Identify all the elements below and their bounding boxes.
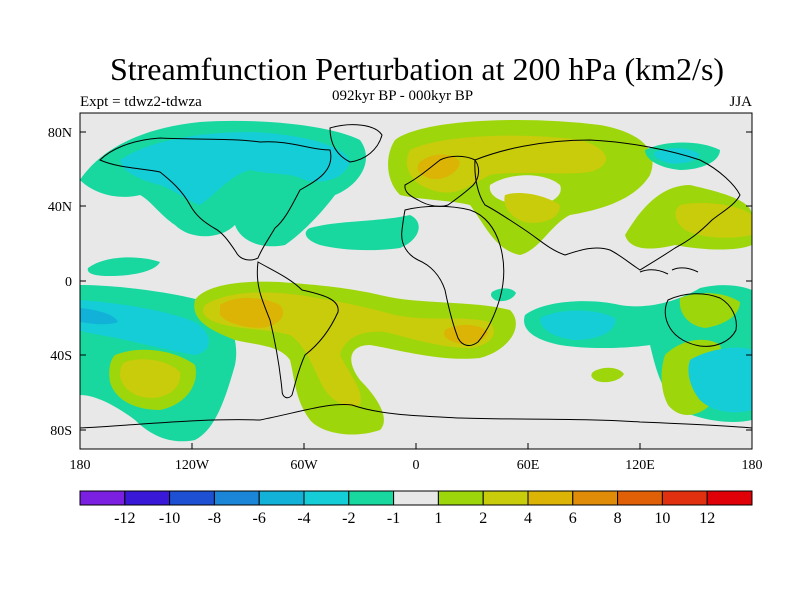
colorbar-label: 12: [699, 510, 715, 527]
colorbar-swatch: [706, 490, 753, 506]
colorbar-swatch: [482, 490, 529, 506]
colorbar-swatch: [393, 490, 439, 506]
coastline-greenland: [329, 124, 383, 163]
colorbar-swatch: [213, 490, 260, 506]
colorbar-label: 2: [479, 510, 487, 527]
lon-label-120w: 120W: [175, 458, 210, 473]
colorbar-swatch: [169, 490, 215, 506]
colorbar-label: -1: [387, 510, 400, 527]
plot-title: Streamfunction Perturbation at 200 hPa (…: [109, 51, 725, 87]
lon-label-60w: 60W: [290, 458, 318, 473]
colorbar-label: 4: [524, 510, 532, 527]
colorbar: -12 -10 -8 -6 -4 -2 -1 1 2 4 6 8 10 12: [79, 490, 753, 527]
lat-label-40n: 40N: [48, 200, 72, 215]
contour-eq-atlantic-neg1: [491, 288, 516, 302]
contour-eastasia-pos2: [675, 203, 752, 238]
colorbar-label: -8: [208, 510, 221, 527]
latitude-labels: 80N 40N 0 40S 80S: [48, 126, 72, 439]
contour-spacific-neg3: [80, 308, 118, 325]
coastline-europe: [404, 155, 480, 207]
colorbar-label: -2: [342, 510, 355, 527]
colorbar-swatch: [527, 490, 574, 506]
longitude-labels: 180 120W 60W 0 60E 120E 180: [70, 458, 763, 473]
experiment-label: Expt = tdwz2-tdwza: [80, 94, 202, 110]
lat-label-40s: 40S: [50, 349, 72, 364]
contour-central-asia-pos2: [504, 193, 560, 223]
coastlines: [80, 124, 752, 429]
colorbar-label: 10: [654, 510, 670, 527]
colorbar-label: -4: [297, 510, 310, 527]
contour-atlantic-neg1: [305, 215, 419, 251]
lon-label-120e: 120E: [625, 458, 655, 473]
contour-namerica-neg2: [120, 132, 350, 205]
colorbar-label: 8: [614, 510, 622, 527]
lon-label-60e: 60E: [517, 458, 540, 473]
colorbar-swatch: [572, 490, 619, 506]
contour-westpac-neg2: [654, 148, 700, 164]
longitude-axis: [79, 443, 753, 449]
colorbar-label: 1: [434, 510, 442, 527]
lon-label-0: 0: [413, 458, 420, 473]
lat-label-0: 0: [65, 275, 72, 290]
coastline-antarctica: [80, 403, 752, 429]
lat-label-80n: 80N: [48, 126, 72, 141]
colorbar-label: -12: [114, 510, 135, 527]
colorbar-swatch: [437, 490, 484, 506]
plot-subtitle: 092kyr BP - 000kyr BP: [332, 88, 474, 104]
colorbar-label: -10: [159, 510, 180, 527]
colorbar-swatch: [348, 490, 395, 506]
colorbar-label: 6: [569, 510, 577, 527]
contour-samerica-pos3: [220, 297, 284, 328]
contour-spacific-east-neg2: [688, 347, 752, 413]
lat-label-80s: 80S: [50, 424, 72, 439]
latitude-axis: [80, 131, 752, 431]
colorbar-swatch: [79, 490, 126, 506]
contour-eurasia-pos3: [417, 154, 460, 180]
colorbar-swatch: [303, 490, 350, 506]
colorbar-swatch: [258, 490, 305, 506]
contour-spacific-neg2: [80, 300, 209, 355]
coastline-asia: [474, 139, 741, 271]
contour-fills: [80, 120, 752, 442]
lon-label-180e: 180: [742, 458, 763, 473]
contour-pacific-neg1: [87, 257, 160, 276]
colorbar-swatch: [661, 490, 708, 506]
contour-indian-neg2: [540, 310, 616, 340]
coastline-indonesia: [639, 267, 699, 275]
coastline-australia: [664, 293, 737, 347]
coastline-north-america: [99, 137, 332, 261]
season-label: JJA: [729, 94, 752, 110]
colorbar-swatch: [124, 490, 171, 506]
map-panel: [80, 113, 752, 449]
colorbar-label: -6: [253, 510, 266, 527]
lon-label-180w: 180: [70, 458, 91, 473]
coastline-south-america: [256, 261, 339, 399]
coastline-africa: [401, 205, 505, 346]
contour-spacific-hole-pos2: [120, 359, 181, 398]
contour-sindian-pos1: [591, 367, 624, 383]
colorbar-swatch: [617, 490, 663, 506]
contour-eurasia-pos2: [406, 135, 607, 193]
